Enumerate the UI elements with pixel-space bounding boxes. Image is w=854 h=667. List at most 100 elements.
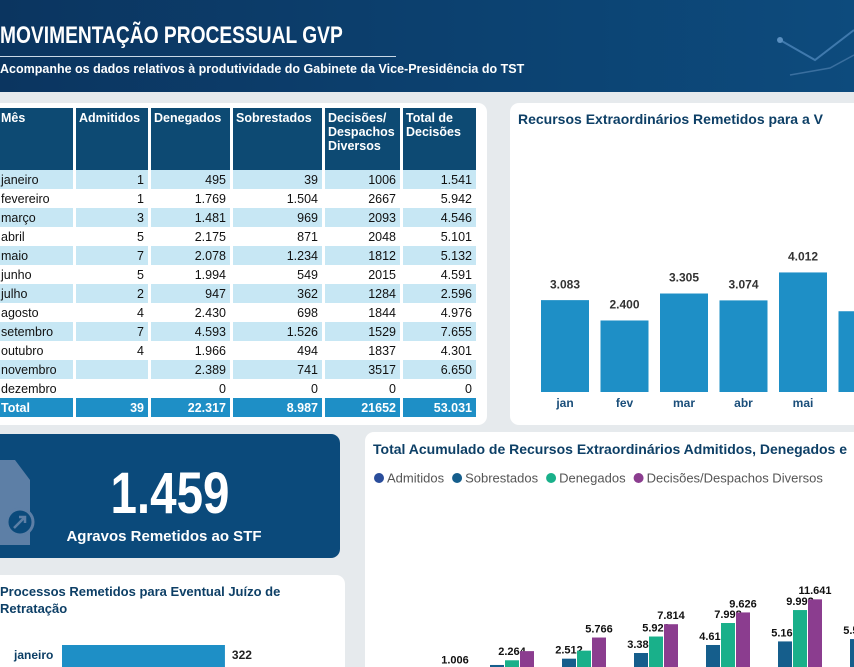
chart-title: Recursos Extraordinários Remetidos para … [518, 111, 823, 127]
bar [634, 653, 648, 667]
header-decor [777, 29, 854, 76]
table-cell: 5.942 [440, 191, 472, 206]
bar [490, 664, 504, 667]
kpi-value: 1.459 [110, 461, 230, 526]
table-cell: 1006 [325, 170, 400, 189]
bar [600, 320, 649, 392]
data-label: 4.617 [699, 631, 727, 643]
header: MOVIMENTAÇÃO PROCESSUAL GVP Acompanhe os… [0, 0, 854, 92]
table-row: abril 5 2.175 871 2048 5.101 [0, 227, 476, 246]
bar [664, 624, 678, 667]
table-cell: junho [1, 267, 32, 282]
decor-dot [777, 37, 783, 43]
table-cell: 7 [76, 322, 148, 341]
legend-label: Denegados [559, 470, 626, 485]
table-cell: 2.430 [194, 305, 226, 320]
table-cell: 6.650 [403, 360, 476, 379]
table-cell: 5 [137, 267, 144, 282]
table-cell: março [0, 208, 73, 227]
data-label: 7.998 [714, 609, 742, 621]
table-cell: dezembro [1, 381, 57, 396]
bar [808, 599, 822, 667]
table-cell: abril [1, 229, 25, 244]
table-cell: 2093 [325, 208, 400, 227]
data-label: 322 [232, 648, 252, 662]
bar [721, 623, 735, 667]
table-cell: 3 [76, 208, 148, 227]
table-cell: 4.591 [440, 267, 472, 282]
icon-arrow [13, 515, 27, 529]
decor-line [789, 54, 854, 76]
table-cell: 947 [151, 284, 230, 303]
table-row: agosto 4 2.430 698 1844 4.976 [0, 303, 476, 322]
x-tick-label: mar [673, 396, 695, 410]
table-row: dezembro 0 0 0 0 [0, 379, 476, 398]
data-label: 9.992 [786, 596, 814, 608]
table-cell: 1529 [325, 322, 400, 341]
table-row: fevereiro 1 1.769 1.504 2667 5.942 [0, 189, 476, 208]
legend-label: Decisões/Despachos Diversos [647, 470, 824, 485]
legend-marker [546, 473, 557, 483]
table-cell: 1.769 [194, 191, 226, 206]
table-cell: 5.101 [440, 229, 472, 244]
data-label: 5.920 [642, 622, 670, 634]
table-cell: 0 [311, 381, 318, 396]
table-cell: 2048 [368, 229, 396, 244]
table-cell: 4.546 [403, 208, 476, 227]
chart-title: Processos Remetidos para Eventual Juízo … [0, 584, 281, 616]
table-row: maio 7 2.078 1.234 1812 5.132 [0, 246, 476, 265]
table-cell: 1837 [368, 343, 396, 358]
divider [0, 56, 396, 57]
table-cell: 4 [137, 343, 144, 358]
data-label: 2.512 [555, 645, 583, 657]
kpi-card [0, 434, 340, 558]
kpi-label: Agravos Remetidos ao STF [66, 528, 262, 545]
bar [505, 660, 519, 667]
table-cell: 494 [297, 343, 318, 358]
table-cell: 2 [76, 284, 148, 303]
table-cell: 39 [76, 398, 148, 417]
bar [719, 300, 768, 392]
table-cell: novembro [0, 360, 73, 379]
table-cell: julho [0, 284, 73, 303]
table-cell: 1.481 [151, 208, 230, 227]
table-cell: 0 [389, 381, 396, 396]
bar [577, 650, 591, 667]
table-cell: 4.593 [151, 322, 230, 341]
table-cell: 1.234 [233, 246, 322, 265]
legend-marker [452, 473, 463, 483]
bar [660, 293, 708, 392]
data-label: 7.814 [657, 610, 685, 622]
table-cell: 1844 [368, 305, 396, 320]
table-cell: Total [0, 398, 73, 417]
bar [736, 612, 750, 667]
table-cell: 5.132 [403, 246, 476, 265]
table-cell: 1 [76, 170, 148, 189]
table-cell: 1812 [325, 246, 400, 265]
header-row: Mês Admitidos Denegados Sobrestados Decisões… [0, 108, 476, 170]
table-row: junho 5 1.994 549 2015 4.591 [0, 265, 476, 284]
table-cell [76, 360, 148, 379]
table-row: julho 2 947 362 1284 2.596 [0, 284, 476, 303]
table-cell: 871 [297, 229, 318, 244]
table-cell: 1.541 [403, 170, 476, 189]
table-cell: 4.301 [440, 343, 472, 358]
column-header: Total de Decisões [403, 108, 476, 170]
y-tick-label: janeiro [13, 648, 53, 662]
data-label: 5.166 [771, 627, 799, 639]
table-cell: 8.987 [233, 398, 322, 417]
table-cell: fevereiro [1, 191, 50, 206]
legend-label: Admitidos [387, 470, 445, 485]
table-row: janeiro 1 495 39 1006 1.541 [0, 170, 476, 189]
bar [562, 658, 576, 667]
legend-marker [374, 473, 384, 483]
x-tick-label: jan [555, 396, 573, 410]
table-cell: 495 [151, 170, 230, 189]
x-tick-label: fev [616, 396, 634, 410]
table-cell: 1.526 [233, 322, 322, 341]
table-cell: 21652 [325, 398, 400, 417]
data-label: 3.305 [669, 271, 699, 285]
table-row: novembro 2.389 741 3517 6.650 [0, 360, 476, 379]
